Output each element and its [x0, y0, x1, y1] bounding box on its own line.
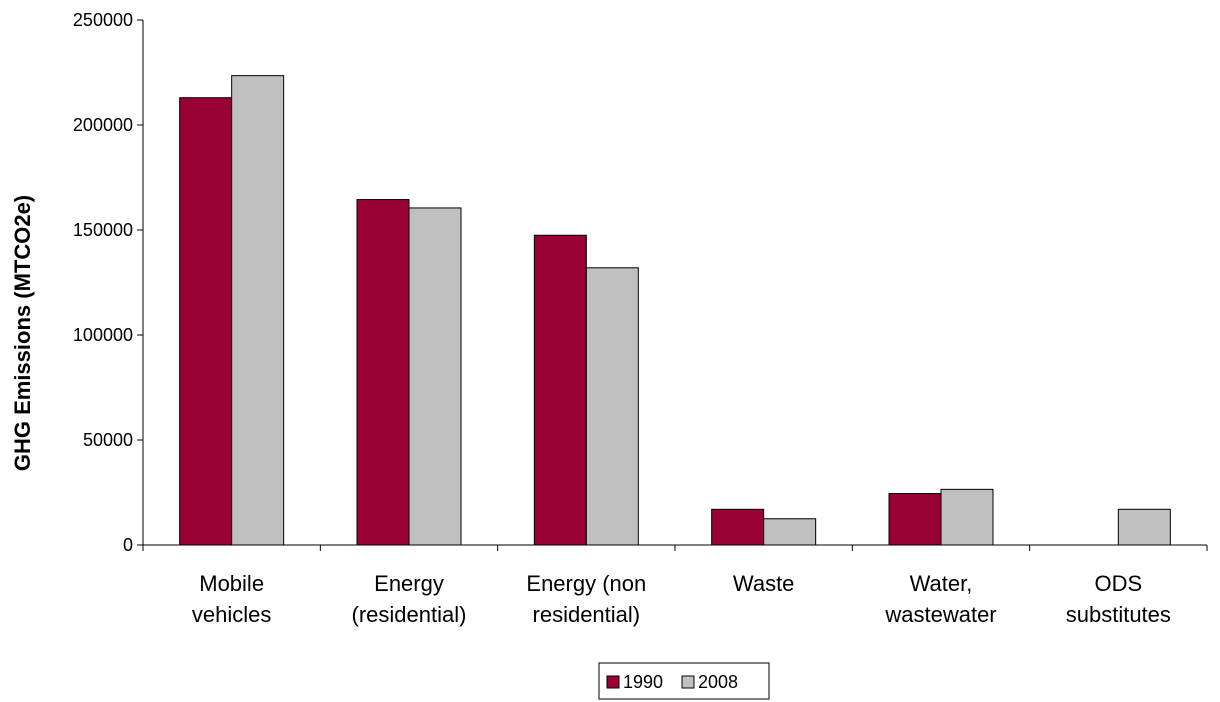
- bar-2008: [1117, 508, 1171, 546]
- bar-2008: [231, 75, 285, 546]
- bars: [179, 75, 1171, 546]
- x-category-label: Water, wastewater: [884, 571, 996, 627]
- x-category-label-line: Waste: [733, 571, 795, 596]
- x-category-label: ODS substitutes: [1066, 571, 1171, 627]
- x-category-label: Waste: [733, 571, 795, 596]
- y-axis-label-group: GHG Emissions (MTCO2e): [10, 195, 35, 471]
- bar-1990: [356, 199, 410, 546]
- bar-2008: [763, 518, 817, 546]
- legend: 1990 2008: [598, 662, 770, 700]
- bar-2008: [585, 267, 639, 546]
- x-category-label-line: Energy: [374, 571, 444, 596]
- bar-1990: [711, 508, 765, 546]
- y-axis-ticks: 0 50000 100000 150000 200000 250000: [73, 10, 143, 555]
- x-category-label: Mobile vehicles: [192, 571, 271, 627]
- bar-1990: [179, 97, 233, 546]
- x-category-label-line: residential): [533, 602, 641, 627]
- x-category-label-line: Water,: [910, 571, 973, 596]
- x-category-label: Energy (non residential): [526, 571, 646, 627]
- y-tick-label: 100000: [73, 325, 133, 345]
- legend-swatch-1990: [606, 675, 620, 689]
- y-tick-label: 200000: [73, 115, 133, 135]
- y-axis-label: GHG Emissions (MTCO2e): [10, 195, 35, 471]
- x-category-label-line: Mobile: [199, 571, 264, 596]
- y-tick-label: 0: [123, 535, 133, 555]
- x-axis-categories: Mobile vehicles Energy (residential) Energy …: [192, 571, 1171, 627]
- x-category-label-line: vehicles: [192, 602, 271, 627]
- bar-2008: [408, 207, 462, 546]
- y-tick-label: 150000: [73, 220, 133, 240]
- y-tick-label: 250000: [73, 10, 133, 30]
- y-tick-label: 50000: [83, 430, 133, 450]
- axes: [142, 20, 1208, 551]
- legend-label-2008: 2008: [698, 672, 738, 692]
- x-category-label-line: Energy (non: [526, 571, 646, 596]
- x-category-label-line: substitutes: [1066, 602, 1171, 627]
- bar-2008: [940, 488, 994, 546]
- x-category-label: Energy (residential): [352, 571, 467, 627]
- x-category-label-line: ODS: [1094, 571, 1142, 596]
- x-category-label-line: wastewater: [884, 602, 996, 627]
- legend-label-1990: 1990: [623, 672, 663, 692]
- bar-1990: [533, 234, 587, 546]
- bar-1990: [888, 493, 942, 546]
- x-category-label-line: (residential): [352, 602, 467, 627]
- legend-swatch-2008: [681, 675, 695, 689]
